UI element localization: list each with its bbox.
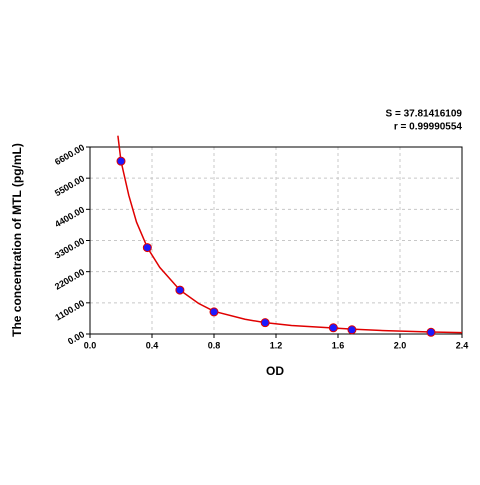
x-tick-label: 0.4	[146, 340, 159, 350]
x-tick-label: 1.6	[332, 340, 345, 350]
data-point	[328, 323, 338, 333]
x-axis-label: OD	[266, 364, 284, 378]
data-point	[175, 285, 185, 295]
data-point	[116, 156, 126, 166]
x-tick-label: 0.0	[84, 340, 97, 350]
x-tick-label: 1.2	[270, 340, 283, 350]
x-tick-label: 2.0	[394, 340, 407, 350]
data-point	[260, 318, 270, 328]
annotation: r = 0.99990554	[394, 122, 463, 133]
x-tick-label: 2.4	[456, 340, 469, 350]
data-point	[347, 325, 357, 335]
data-point	[209, 307, 219, 317]
data-point	[426, 327, 436, 337]
y-axis-label: The concentration of MTL (pg/mL)	[10, 143, 24, 337]
annotation: S = 37.81416109	[386, 109, 463, 120]
plot-frame	[89, 146, 463, 335]
x-tick-label: 0.8	[208, 340, 221, 350]
data-point	[142, 243, 152, 253]
